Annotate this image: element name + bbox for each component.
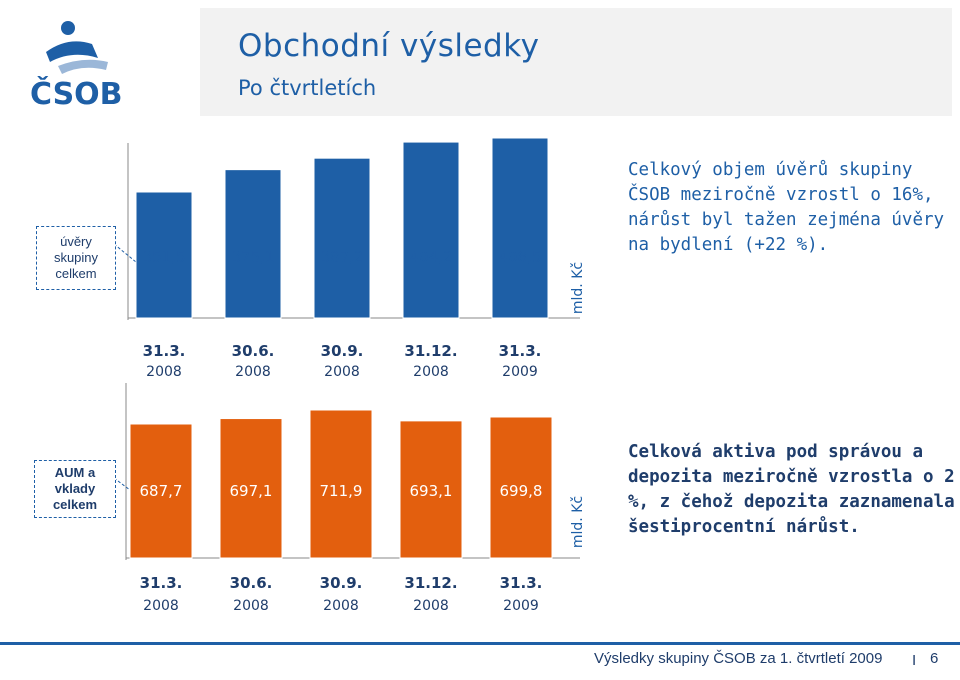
footer-divider: [0, 642, 960, 645]
chart-0-bar: [491, 137, 549, 319]
chart-1-tick-label: 31.3.: [500, 574, 543, 592]
chart-0-value-label: 404,2: [410, 248, 453, 266]
charts-canvas: 351,5 31.3. 2008 375,1 30.6. 2008 387,2 30.9. 20…: [113, 137, 586, 614]
chart-1-bar: [219, 418, 283, 559]
chart-1-bar: [399, 420, 463, 559]
chart-1-bar: [489, 416, 553, 559]
chart-1-value-label: 697,1: [230, 482, 273, 500]
chart-0-tick-label-year: 2009: [502, 364, 538, 380]
chart-0-tick-label: 30.6.: [232, 342, 275, 360]
chart-1-bar: [129, 423, 193, 559]
chart-0-bar: [135, 191, 193, 319]
chart-0-tick-label-year: 2008: [235, 364, 271, 380]
chart-1-value-label: 687,7: [140, 482, 183, 500]
chart-0-tick-label: 31.3.: [499, 342, 542, 360]
chart-0-value-label: 408,5: [499, 248, 542, 266]
chart-1-unit-label: mld. Kč: [570, 496, 586, 548]
page-title: Obchodní výsledky: [238, 28, 540, 64]
chart-0-value-label: 375,1: [232, 248, 275, 266]
chart-0-tick-label-year: 2008: [324, 364, 360, 380]
chart-0-unit-label: mld. Kč: [570, 262, 586, 314]
page-subtitle: Po čtvrtletích: [238, 76, 377, 100]
chart-1-tick-label: 31.12.: [404, 574, 457, 592]
chart-0-tick-label: 31.12.: [404, 342, 457, 360]
chart-0-tick-label-year: 2008: [413, 364, 449, 380]
chart-0-bar: [402, 141, 460, 319]
loans-side-label-text: úvěry skupiny celkem: [53, 234, 99, 281]
csob-logo: ČSOB: [30, 21, 123, 110]
chart-1-tick-label: 31.3.: [140, 574, 183, 592]
assets-side-label: AUM a vklady celkem: [34, 460, 116, 518]
chart-0-tick-label: 30.9.: [321, 342, 364, 360]
chart-0-connector: [113, 243, 137, 263]
footer-text: Výsledky skupiny ČSOB za 1. čtvrtletí 20…: [594, 650, 883, 667]
chart-0-tick-label-year: 2008: [146, 364, 182, 380]
chart-0-tick-label: 31.3.: [143, 342, 186, 360]
chart-0-value-label: 351,5: [143, 248, 186, 266]
chart-1-connector: [113, 477, 131, 491]
loans-description: Celkový objem úvěrů skupiny ČSOB meziroč…: [628, 160, 945, 255]
chart-1-value-label: 699,8: [500, 482, 543, 500]
chart-0-value-label: 387,2: [321, 248, 364, 266]
chart-1-tick-label-year: 2008: [233, 598, 269, 614]
page-number: 6: [930, 650, 939, 667]
chart-1-tick-label-year: 2009: [503, 598, 539, 614]
chart-1-value-label: 711,9: [320, 482, 363, 500]
chart-1-tick-label: 30.9.: [320, 574, 363, 592]
logo-text: ČSOB: [30, 75, 123, 110]
chart-0-bar: [224, 169, 282, 319]
title-panel: [200, 8, 952, 116]
chart-0-bar: [313, 157, 371, 319]
loans-side-label: úvěry skupiny celkem: [36, 226, 116, 290]
chart-1-bar: [309, 409, 373, 559]
chart-1-tick-label-year: 2008: [143, 598, 179, 614]
chart-1-tick-label: 30.6.: [230, 574, 273, 592]
chart-1-tick-label-year: 2008: [323, 598, 359, 614]
assets-description: Celková aktiva pod správou a depozita me…: [628, 442, 955, 537]
chart-1-value-label: 693,1: [410, 482, 453, 500]
chart-1-tick-label-year: 2008: [413, 598, 449, 614]
logo-head-icon: [61, 21, 75, 35]
assets-side-label-text: AUM a vklady celkem: [52, 465, 98, 512]
footer-separator: I: [912, 652, 917, 669]
